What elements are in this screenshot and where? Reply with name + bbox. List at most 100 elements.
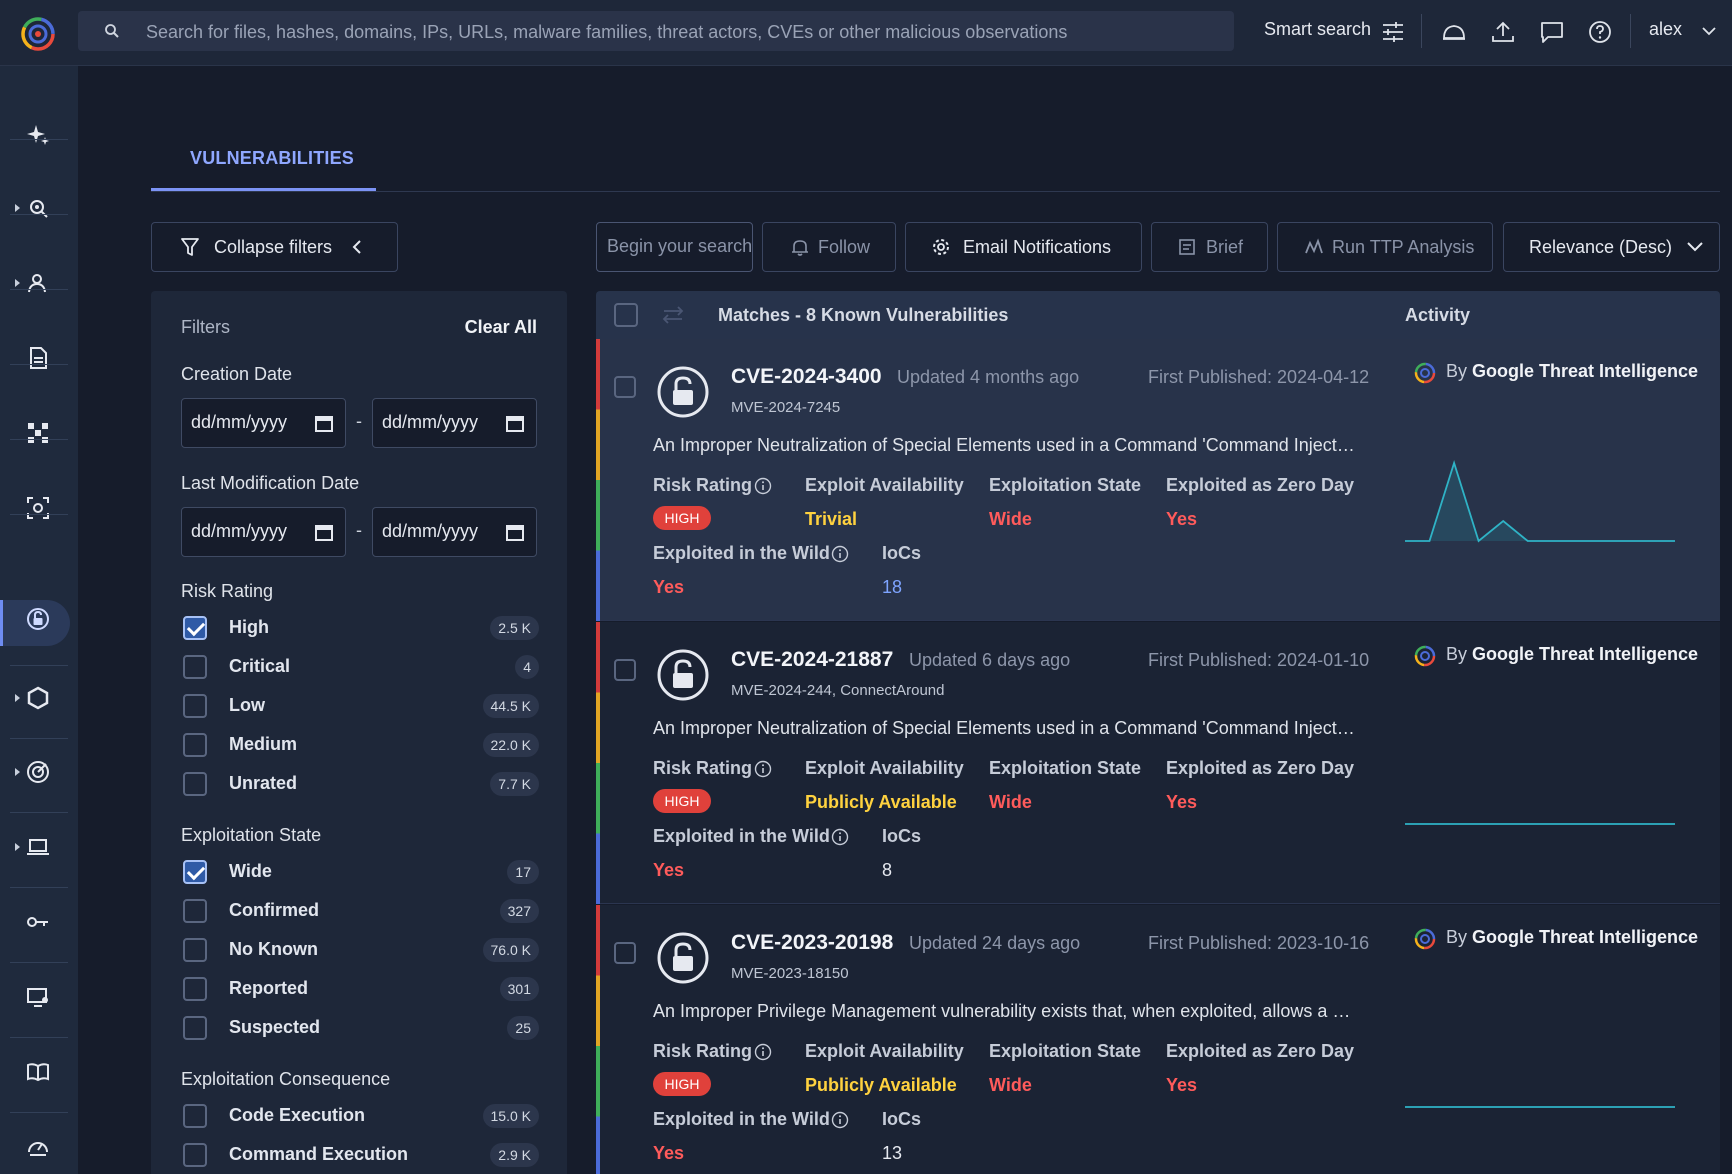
vulnerability-card[interactable]: CVE-2024-3400 Updated 4 months ago First… (596, 339, 1720, 621)
checkbox[interactable] (183, 938, 207, 962)
email-notifications-button[interactable]: Email Notifications (905, 222, 1142, 272)
select-all-checkbox[interactable] (614, 303, 638, 327)
clear-all-button[interactable]: Clear All (464, 317, 537, 337)
run-ttp-label: Run TTP Analysis (1332, 236, 1475, 257)
checkbox[interactable] (183, 860, 207, 884)
chat-icon[interactable] (1539, 19, 1565, 45)
count-badge: 25 (507, 1016, 539, 1040)
count-badge: 76.0 K (482, 938, 539, 962)
in-the-wild-value: Yes (653, 860, 685, 880)
toolbar-divider (1421, 14, 1422, 48)
sidebar-item-ai[interactable] (0, 98, 78, 172)
filter-option-risk-medium[interactable]: Medium 22.0 K (183, 730, 539, 760)
sidebar-item-credentials[interactable] (0, 886, 78, 960)
global-search-input[interactable]: Search for files, hashes, domains, IPs, … (78, 11, 1234, 51)
info-icon[interactable] (754, 1043, 772, 1061)
source-attribution: By Google Threat Intelligence (1446, 361, 1698, 382)
exploitation-state-label: Exploitation State (989, 1041, 1142, 1061)
cve-id[interactable]: CVE-2023-20198 (731, 931, 894, 954)
filter-option-state-reported[interactable]: Reported 301 (183, 974, 539, 1004)
google-threat-intelligence-logo (1414, 362, 1436, 384)
sidebar-item-detections[interactable] (0, 472, 78, 546)
filter-option-state-confirmed[interactable]: Confirmed 327 (183, 896, 539, 926)
vulnerability-card[interactable]: CVE-2023-20198 Updated 24 days ago First… (596, 905, 1720, 1174)
vulnerability-lock-icon (657, 932, 709, 984)
vulnerability-lock-icon (657, 649, 709, 701)
follow-button[interactable]: Follow (762, 222, 896, 272)
row-checkbox[interactable] (614, 942, 636, 964)
source-name: Google Threat Intelligence (1472, 361, 1699, 381)
tab-vulnerabilities[interactable]: VULNERABILITIES (190, 148, 355, 168)
checkbox[interactable] (183, 694, 207, 718)
sidebar-item-dashboard[interactable] (0, 1111, 78, 1174)
vulnerability-card[interactable]: CVE-2024-21887 Updated 6 days ago First … (596, 622, 1720, 904)
creation-date-from-input[interactable]: dd/mm/yyyy (181, 398, 346, 448)
info-icon[interactable] (754, 477, 772, 495)
info-icon[interactable] (831, 1111, 849, 1129)
checkbox[interactable] (183, 772, 207, 796)
iocs-value[interactable]: 18 (882, 577, 903, 597)
cve-id[interactable]: CVE-2024-3400 (731, 365, 882, 388)
last-mod-date-from-input[interactable]: dd/mm/yyyy (181, 507, 346, 557)
calendar-icon[interactable] (506, 414, 524, 432)
info-icon[interactable] (831, 828, 849, 846)
calendar-icon[interactable] (315, 523, 333, 541)
filter-option-consequence-command-execution[interactable]: Command Execution 2.9 K (183, 1140, 539, 1170)
filter-option-risk-low[interactable]: Low 44.5 K (183, 691, 539, 721)
help-icon[interactable] (1587, 19, 1613, 45)
checkbox[interactable] (183, 977, 207, 1001)
exploit-availability-label: Exploit Availability (805, 475, 964, 495)
row-checkbox[interactable] (614, 376, 636, 398)
sliders-icon[interactable] (1380, 19, 1406, 45)
user-menu[interactable]: alex (1649, 19, 1683, 39)
calendar-icon[interactable] (506, 523, 524, 541)
sidebar-item-attack-surface[interactable] (0, 811, 78, 885)
sidebar-item-graph[interactable] (0, 397, 78, 471)
checkbox[interactable] (183, 1016, 207, 1040)
checkbox[interactable] (183, 1104, 207, 1128)
collapse-filters-button[interactable]: Collapse filters (151, 222, 398, 272)
info-icon[interactable] (754, 760, 772, 778)
sidebar (0, 66, 78, 1174)
sidebar-item-docs[interactable] (0, 1036, 78, 1110)
run-ttp-analysis-button[interactable]: Run TTP Analysis (1277, 222, 1493, 272)
filter-option-state-suspected[interactable]: Suspected 25 (183, 1013, 539, 1043)
sidebar-item-malware[interactable] (0, 662, 78, 736)
sidebar-item-vulnerabilities[interactable] (0, 586, 78, 660)
iocs-value[interactable]: 13 (882, 1143, 903, 1163)
sidebar-item-actors[interactable] (0, 247, 78, 321)
app-logo[interactable] (18, 13, 58, 53)
checkbox[interactable] (183, 616, 207, 640)
checkbox[interactable] (183, 1143, 207, 1167)
upload-icon[interactable] (1490, 19, 1516, 45)
creation-date-to-input[interactable]: dd/mm/yyyy (372, 398, 537, 448)
bell-icon[interactable] (1441, 19, 1467, 45)
source-attribution: By Google Threat Intelligence (1446, 644, 1698, 665)
filter-option-risk-critical[interactable]: Critical 4 (183, 652, 539, 682)
filter-option-state-wide[interactable]: Wide 17 (183, 857, 539, 887)
swap-arrows-icon[interactable] (662, 305, 684, 325)
row-checkbox[interactable] (614, 659, 636, 681)
checkbox[interactable] (183, 733, 207, 757)
checkbox[interactable] (183, 899, 207, 923)
last-mod-date-to-input[interactable]: dd/mm/yyyy (372, 507, 537, 557)
filter-option-consequence-code-execution[interactable]: Code Execution 15.0 K (183, 1101, 539, 1131)
scan-icon (27, 497, 49, 519)
sidebar-item-monitoring[interactable] (0, 736, 78, 810)
sidebar-item-threat-hunting[interactable] (0, 172, 78, 246)
checkbox[interactable] (183, 655, 207, 679)
result-search-input[interactable]: Begin your search (596, 222, 753, 272)
filter-option-risk-high[interactable]: High 2.5 K (183, 613, 539, 643)
info-icon[interactable] (831, 545, 849, 563)
chevron-down-icon[interactable] (1700, 22, 1718, 40)
filter-option-state-no-known[interactable]: No Known 76.0 K (183, 935, 539, 965)
sidebar-item-devices[interactable] (0, 961, 78, 1035)
filter-option-risk-unrated[interactable]: Unrated 7.7 K (183, 769, 539, 799)
sidebar-item-reports[interactable] (0, 322, 78, 396)
sort-dropdown[interactable]: Relevance (Desc) (1503, 222, 1720, 272)
smart-search-label[interactable]: Smart search (1264, 19, 1372, 39)
calendar-icon[interactable] (315, 414, 333, 432)
brief-button[interactable]: Brief (1151, 222, 1268, 272)
iocs-value[interactable]: 8 (882, 860, 893, 880)
cve-id[interactable]: CVE-2024-21887 (731, 648, 894, 671)
